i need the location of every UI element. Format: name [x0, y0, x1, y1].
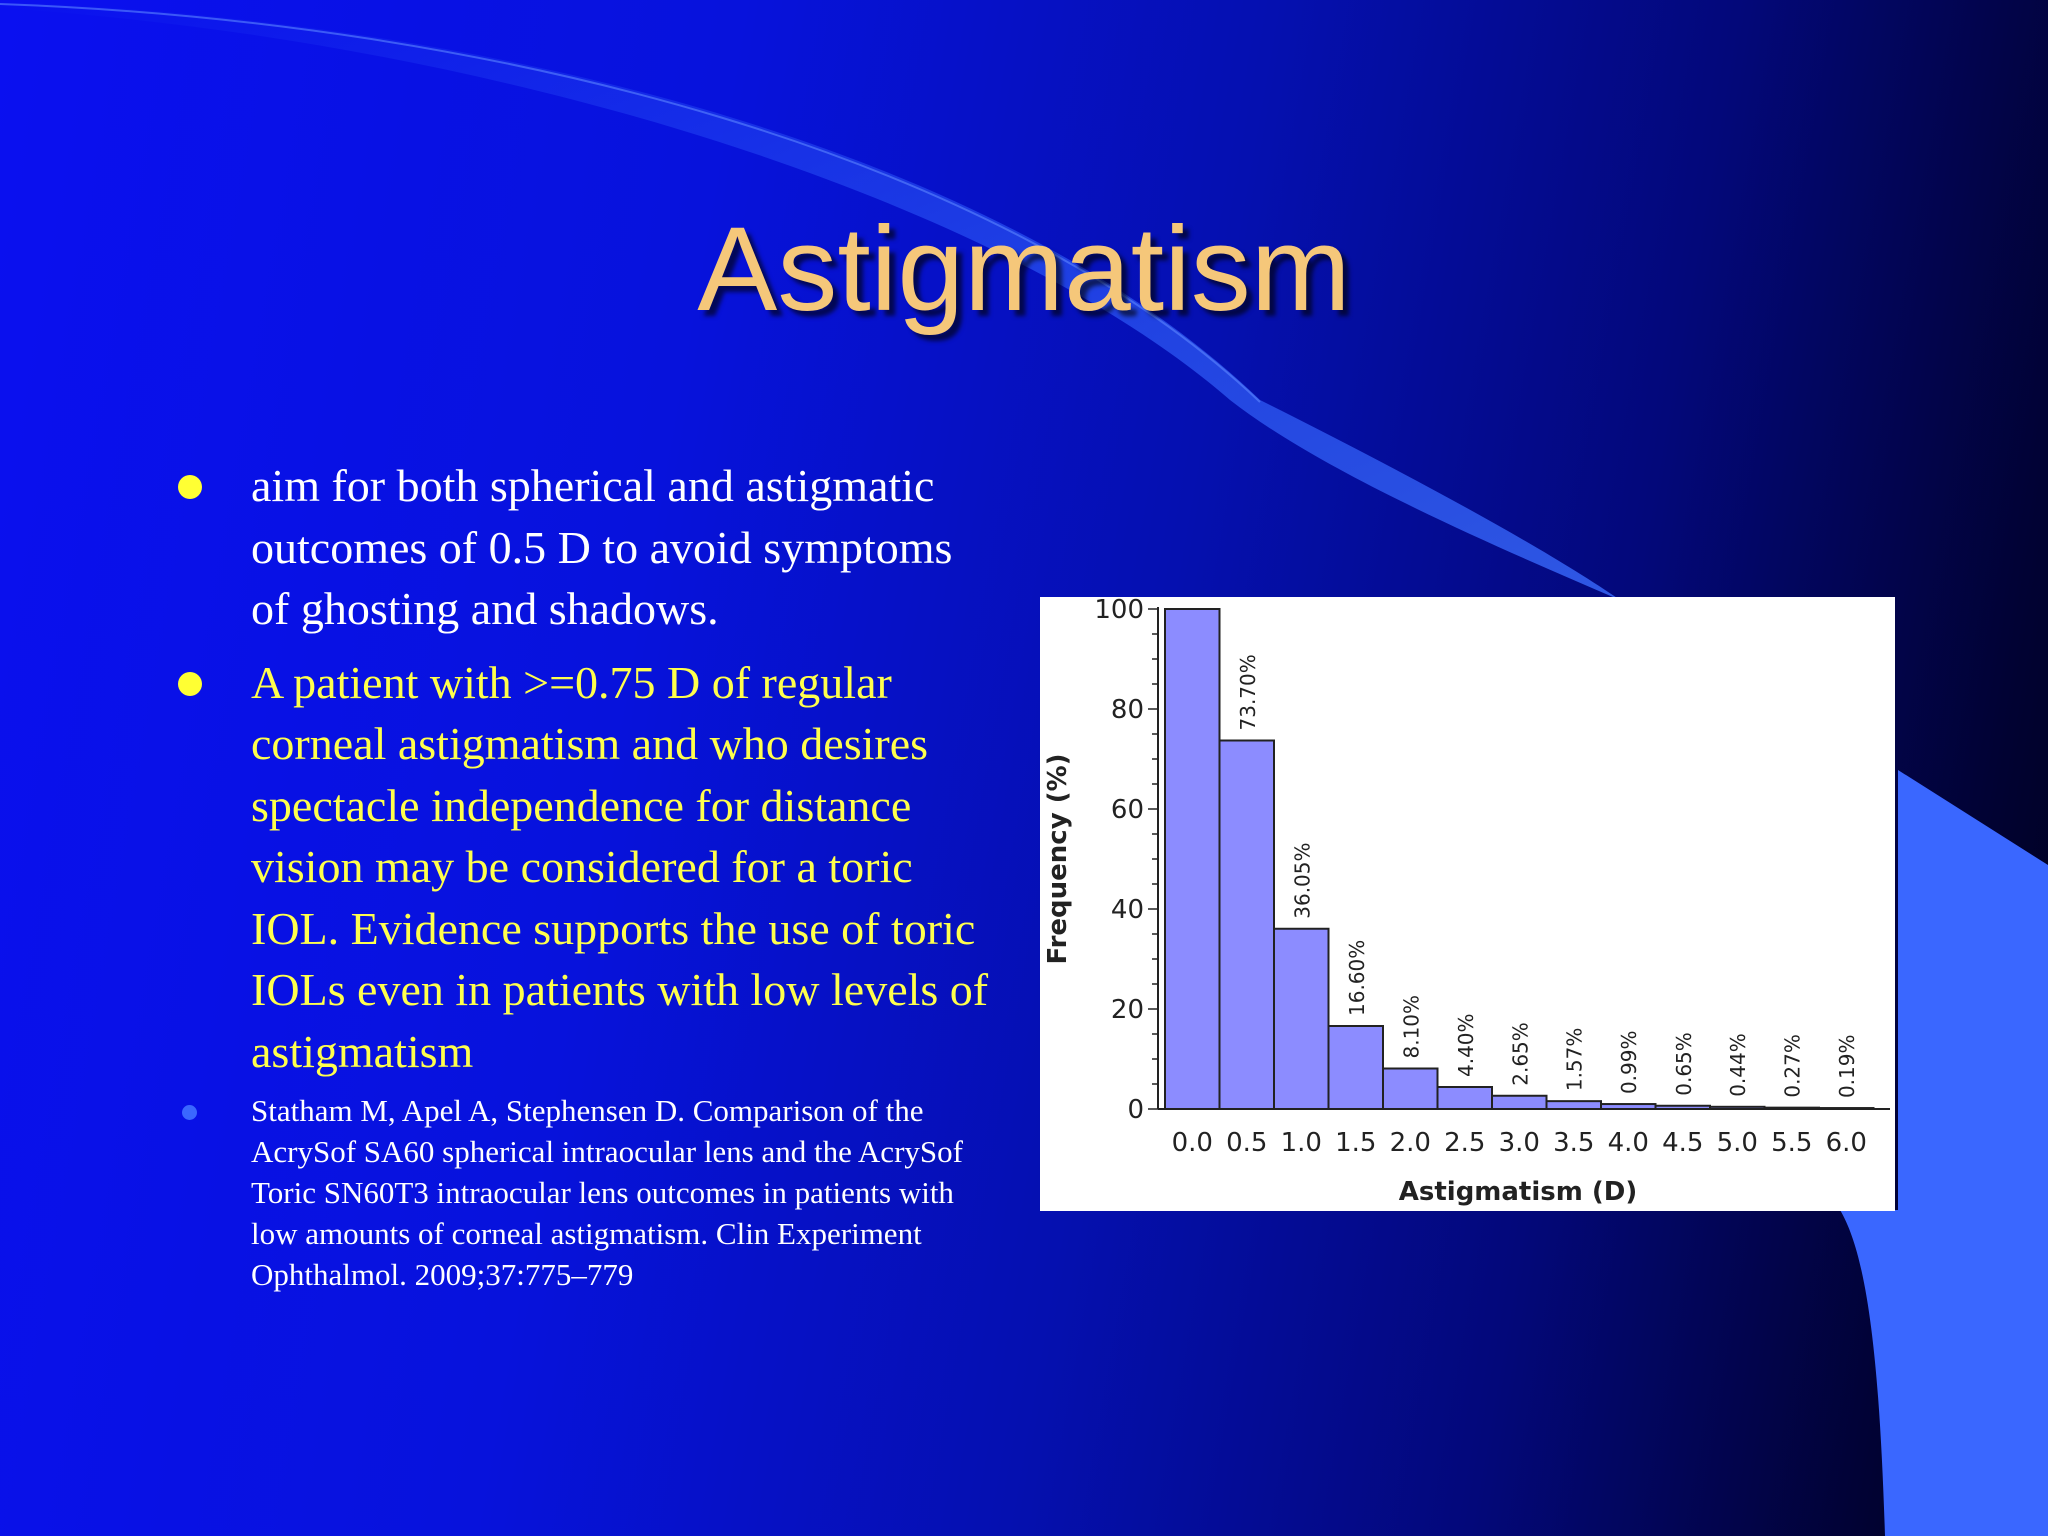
- x-axis-title: Astigmatism (D): [1399, 1177, 1638, 1207]
- histogram-bar: [1545, 1100, 1602, 1110]
- y-tick-label: 40: [1111, 895, 1144, 925]
- data-label: 16.60%: [1345, 940, 1369, 1016]
- y-tick-label: 80: [1111, 695, 1144, 725]
- data-label: 1.57%: [1563, 1028, 1587, 1092]
- histogram-bar: [1327, 1025, 1384, 1110]
- x-tick-label: 5.0: [1717, 1128, 1758, 1158]
- x-tick-label: 0.5: [1226, 1128, 1267, 1158]
- y-tick-label: 100: [1094, 597, 1144, 625]
- y-tick-label: 20: [1111, 995, 1144, 1025]
- x-tick-label: 2.5: [1444, 1128, 1485, 1158]
- y-tick-label: 0: [1127, 1095, 1144, 1125]
- histogram-bar: [1436, 1086, 1493, 1110]
- data-label: 8.10%: [1399, 995, 1423, 1059]
- citation-text: Statham M, Apel A, Stephensen D. Compari…: [251, 1093, 963, 1292]
- bullet-item: Statham M, Apel A, Stephensen D. Compari…: [170, 1090, 990, 1295]
- y-axis-title: Frequency (%): [1043, 753, 1073, 964]
- bullet-text: A patient with >=0.75 D of regular corne…: [251, 656, 989, 1077]
- data-label: 0.19%: [1835, 1035, 1859, 1099]
- bullet-dot-icon: [182, 1105, 197, 1120]
- bullet-text: aim for both spherical and astigmatic ou…: [251, 460, 953, 634]
- histogram-bar: [1600, 1103, 1657, 1110]
- histogram-bar: [1164, 608, 1221, 1110]
- data-label: 2.65%: [1508, 1022, 1532, 1086]
- data-label: 0.27%: [1781, 1034, 1805, 1098]
- data-label: 0.65%: [1672, 1032, 1696, 1096]
- histogram-bar: [1491, 1094, 1548, 1110]
- x-tick-label: 3.0: [1499, 1128, 1540, 1158]
- data-label: 36.05%: [1290, 842, 1314, 918]
- histogram-bar: [1709, 1105, 1766, 1110]
- data-label: 4.40%: [1454, 1013, 1478, 1077]
- data-label: 0.44%: [1726, 1033, 1750, 1097]
- x-tick-label: 0.0: [1172, 1128, 1213, 1158]
- slide-title: Astigmatism: [697, 202, 1351, 336]
- data-label: 73.70%: [1236, 654, 1260, 730]
- x-tick-label: 1.5: [1335, 1128, 1376, 1158]
- x-tick-label: 3.5: [1553, 1128, 1594, 1158]
- x-tick-label: 4.5: [1662, 1128, 1703, 1158]
- bullet-dot-icon: [178, 475, 202, 499]
- histogram-chart: 0 20 40 60 80 100 0.0 0.5 1.0 1.5 2.0 2.5 3.0 3.5 4.0 4…: [1043, 597, 1890, 1207]
- x-tick-label: 5.5: [1771, 1128, 1812, 1158]
- y-tick-label: 60: [1111, 795, 1144, 825]
- x-tick-label: 4.0: [1608, 1128, 1649, 1158]
- histogram-bar: [1273, 927, 1330, 1110]
- data-label: 0.99%: [1617, 1031, 1641, 1095]
- bullet-item: A patient with >=0.75 D of regular corne…: [170, 652, 990, 1083]
- x-tick-label: 2.0: [1390, 1128, 1431, 1158]
- histogram-bar: [1654, 1104, 1711, 1110]
- x-tick-label: 6.0: [1826, 1128, 1867, 1158]
- bullet-list: aim for both spherical and astigmatic ou…: [170, 455, 990, 1295]
- histogram-bar: [1218, 739, 1275, 1110]
- x-tick-label: 1.0: [1281, 1128, 1322, 1158]
- histogram-bar: [1382, 1067, 1439, 1110]
- chart-panel: 0 20 40 60 80 100 0.0 0.5 1.0 1.5 2.0 2.5 3.0 3.5 4.0 4…: [1040, 597, 1895, 1211]
- histogram-bar: [1763, 1106, 1820, 1110]
- histogram-bar: [1818, 1107, 1875, 1110]
- bullet-item: aim for both spherical and astigmatic ou…: [170, 455, 990, 640]
- bullet-dot-icon: [178, 671, 202, 696]
